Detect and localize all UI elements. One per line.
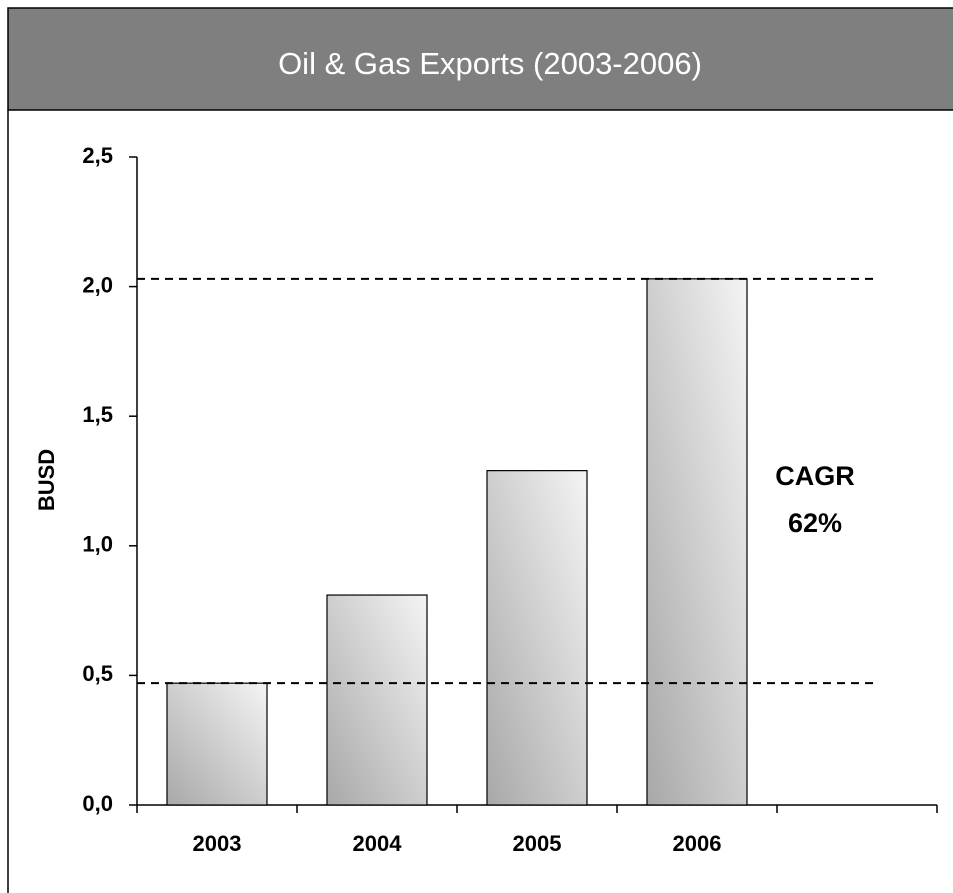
annotation: 62% [788,508,842,538]
annotation: CAGR [775,461,855,491]
y-tick-label: 0,0 [82,791,113,816]
chart-title: Oil & Gas Exports (2003-2006) [278,46,702,81]
y-tick-label: 2,5 [82,143,113,168]
bar [166,682,268,806]
bar [326,594,428,806]
y-tick-label: 1,0 [82,532,113,557]
bar [486,470,588,806]
x-tick-label: 2006 [673,831,722,856]
title-bar [7,7,953,111]
x-tick-label: 2004 [353,831,403,856]
bar [646,278,748,806]
y-axis-label: BUSD [34,449,59,511]
x-tick-label: 2003 [193,831,242,856]
y-tick-label: 2,0 [82,272,113,297]
y-tick-label: 1,5 [82,402,113,427]
x-tick-label: 2005 [513,831,562,856]
y-tick-label: 0,5 [82,661,113,686]
